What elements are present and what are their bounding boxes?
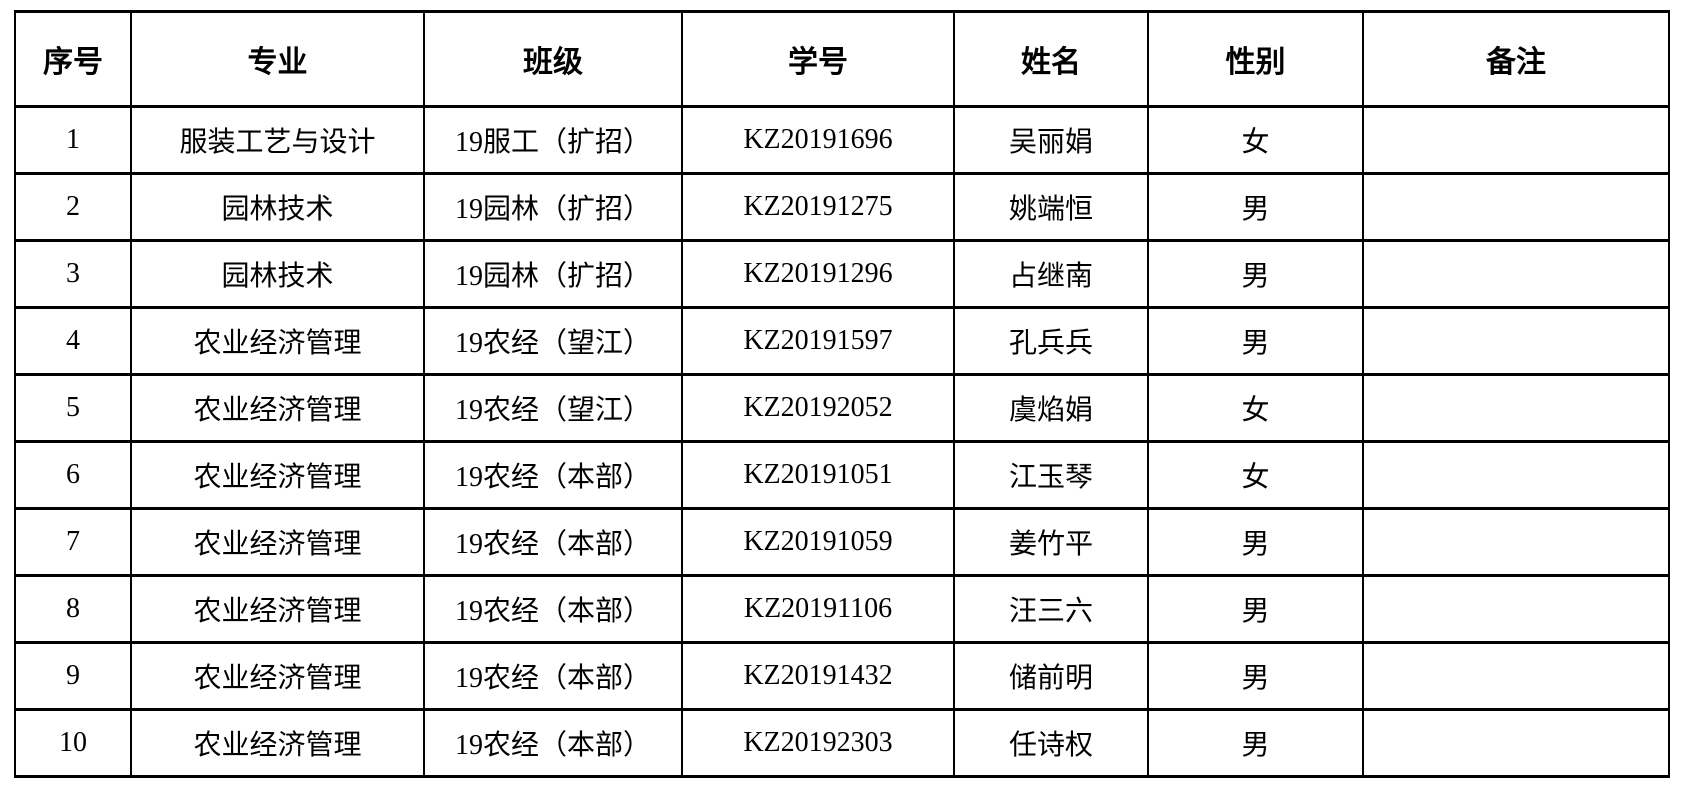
table-cell	[1362, 507, 1670, 577]
table-cell: KZ20192052	[681, 373, 955, 443]
table-cell: 女	[1147, 373, 1364, 443]
table-cell: 虞焰娟	[953, 373, 1149, 443]
header-cell: 专业	[130, 10, 425, 108]
table-cell: KZ20192303	[681, 708, 955, 778]
table-cell: 7	[14, 507, 132, 577]
table-cell: 男	[1147, 507, 1364, 577]
table-cell: 姚端恒	[953, 172, 1149, 242]
table-cell: 19农经（望江）	[423, 306, 683, 376]
table-cell: KZ20191432	[681, 641, 955, 711]
table-cell: 储前明	[953, 641, 1149, 711]
table-cell	[1362, 641, 1670, 711]
table-cell: 8	[14, 574, 132, 644]
table-cell	[1362, 373, 1670, 443]
table-cell: 农业经济管理	[130, 306, 425, 376]
table-cell: 2	[14, 172, 132, 242]
header-cell: 性别	[1147, 10, 1364, 108]
table-cell: 服装工艺与设计	[130, 105, 425, 175]
header-cell: 姓名	[953, 10, 1149, 108]
table-cell: 农业经济管理	[130, 373, 425, 443]
table-row: 4 农业经济管理 19农经（望江） KZ20191597 孔兵兵男	[14, 306, 1670, 376]
table-cell: KZ20191597	[681, 306, 955, 376]
table-cell	[1362, 105, 1670, 175]
table-cell: 5	[14, 373, 132, 443]
header-cell: 备注	[1362, 10, 1670, 108]
table-cell: 任诗权	[953, 708, 1149, 778]
table-cell: 男	[1147, 306, 1364, 376]
table-body: 1 服装工艺与设计 19服工（扩招） KZ20191696 吴丽娟女 2 园林技术 19园林（…	[14, 105, 1670, 778]
table-cell: KZ20191059	[681, 507, 955, 577]
table-cell: 19农经（本部）	[423, 708, 683, 778]
table-cell: 女	[1147, 105, 1364, 175]
header-cell: 班级	[423, 10, 683, 108]
table-cell: 农业经济管理	[130, 708, 425, 778]
table-cell: 1	[14, 105, 132, 175]
table-cell: 10	[14, 708, 132, 778]
table-cell	[1362, 708, 1670, 778]
table-row: 6 农业经济管理 19农经（本部） KZ20191051 江玉琴女	[14, 440, 1670, 510]
table-cell: 姜竹平	[953, 507, 1149, 577]
header-cell: 序号	[14, 10, 132, 108]
table-row: 7 农业经济管理 19农经（本部） KZ20191059 姜竹平男	[14, 507, 1670, 577]
table-row: 10 农业经济管理 19农经（本部） KZ20192303 任诗权男	[14, 708, 1670, 778]
table-cell: 男	[1147, 239, 1364, 309]
table-cell	[1362, 172, 1670, 242]
table-cell: 19园林（扩招）	[423, 239, 683, 309]
table-cell: 农业经济管理	[130, 641, 425, 711]
table-cell: 男	[1147, 172, 1364, 242]
table-cell: KZ20191275	[681, 172, 955, 242]
table-cell: 园林技术	[130, 239, 425, 309]
table-row: 3 园林技术 19园林（扩招） KZ20191296 占继南男	[14, 239, 1670, 309]
table-cell: 园林技术	[130, 172, 425, 242]
table-cell	[1362, 239, 1670, 309]
table-cell	[1362, 440, 1670, 510]
table-cell: 19园林（扩招）	[423, 172, 683, 242]
header-row: 序号 专业 班级 学号 姓名 性别 备注	[14, 10, 1670, 108]
table-cell: 孔兵兵	[953, 306, 1149, 376]
table-row: 5 农业经济管理 19农经（望江） KZ20192052 虞焰娟女	[14, 373, 1670, 443]
table-cell: 19农经（本部）	[423, 507, 683, 577]
table-cell: KZ20191106	[681, 574, 955, 644]
table-cell: 19农经（本部）	[423, 641, 683, 711]
table-cell: 4	[14, 306, 132, 376]
table-cell: 农业经济管理	[130, 440, 425, 510]
table-cell: 9	[14, 641, 132, 711]
table-cell: 男	[1147, 641, 1364, 711]
table-cell: 男	[1147, 708, 1364, 778]
table-cell: 6	[14, 440, 132, 510]
table-cell: KZ20191296	[681, 239, 955, 309]
table-cell: KZ20191051	[681, 440, 955, 510]
table-row: 1 服装工艺与设计 19服工（扩招） KZ20191696 吴丽娟女	[14, 105, 1670, 175]
table-row: 2 园林技术 19园林（扩招） KZ20191275 姚端恒男	[14, 172, 1670, 242]
table-cell: 汪三六	[953, 574, 1149, 644]
table-cell	[1362, 574, 1670, 644]
table-cell	[1362, 306, 1670, 376]
table-cell: 19服工（扩招）	[423, 105, 683, 175]
header-cell: 学号	[681, 10, 955, 108]
table-cell: 农业经济管理	[130, 507, 425, 577]
table-cell: 19农经（望江）	[423, 373, 683, 443]
table-cell: 19农经（本部）	[423, 440, 683, 510]
student-roster-table: 序号 专业 班级 学号 姓名 性别 备注 1 服装工艺与设计 19服工（扩招） KZ2019169…	[14, 10, 1670, 778]
table-cell: 占继南	[953, 239, 1149, 309]
table-cell: 19农经（本部）	[423, 574, 683, 644]
table-row: 9 农业经济管理 19农经（本部） KZ20191432 储前明男	[14, 641, 1670, 711]
table-cell: 农业经济管理	[130, 574, 425, 644]
table-row: 8 农业经济管理 19农经（本部） KZ20191106 汪三六男	[14, 574, 1670, 644]
table-cell: 男	[1147, 574, 1364, 644]
table-cell: 女	[1147, 440, 1364, 510]
table-cell: 3	[14, 239, 132, 309]
table-cell: KZ20191696	[681, 105, 955, 175]
table-cell: 吴丽娟	[953, 105, 1149, 175]
table-cell: 江玉琴	[953, 440, 1149, 510]
